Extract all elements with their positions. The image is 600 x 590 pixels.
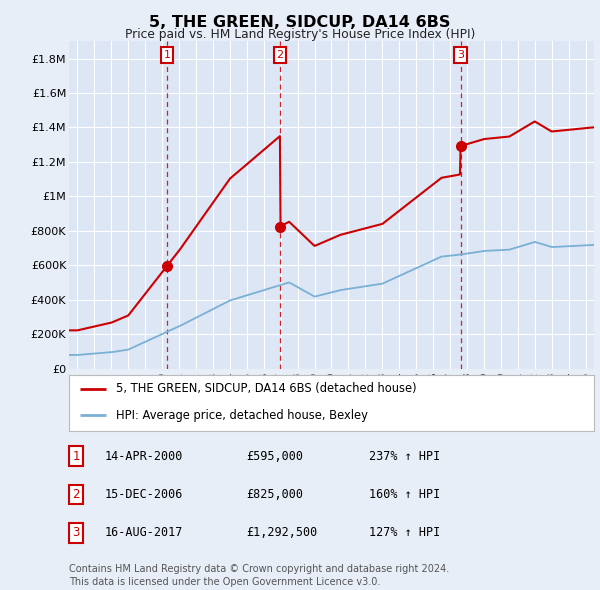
- Text: Price paid vs. HM Land Registry's House Price Index (HPI): Price paid vs. HM Land Registry's House …: [125, 28, 475, 41]
- Text: 3: 3: [457, 50, 464, 60]
- Text: 237% ↑ HPI: 237% ↑ HPI: [369, 450, 440, 463]
- Text: 15-DEC-2006: 15-DEC-2006: [105, 488, 184, 501]
- Text: 127% ↑ HPI: 127% ↑ HPI: [369, 526, 440, 539]
- Text: £825,000: £825,000: [246, 488, 303, 501]
- Text: 160% ↑ HPI: 160% ↑ HPI: [369, 488, 440, 501]
- Text: 1: 1: [164, 50, 170, 60]
- Text: HPI: Average price, detached house, Bexley: HPI: Average price, detached house, Bexl…: [116, 408, 368, 421]
- Text: 16-AUG-2017: 16-AUG-2017: [105, 526, 184, 539]
- Text: £595,000: £595,000: [246, 450, 303, 463]
- Text: 2: 2: [73, 488, 80, 501]
- Text: 2: 2: [277, 50, 284, 60]
- Text: 1: 1: [73, 450, 80, 463]
- Text: 14-APR-2000: 14-APR-2000: [105, 450, 184, 463]
- Text: 3: 3: [73, 526, 80, 539]
- Text: 5, THE GREEN, SIDCUP, DA14 6BS: 5, THE GREEN, SIDCUP, DA14 6BS: [149, 15, 451, 30]
- Text: 5, THE GREEN, SIDCUP, DA14 6BS (detached house): 5, THE GREEN, SIDCUP, DA14 6BS (detached…: [116, 382, 417, 395]
- Text: Contains HM Land Registry data © Crown copyright and database right 2024.
This d: Contains HM Land Registry data © Crown c…: [69, 564, 449, 587]
- Text: £1,292,500: £1,292,500: [246, 526, 317, 539]
